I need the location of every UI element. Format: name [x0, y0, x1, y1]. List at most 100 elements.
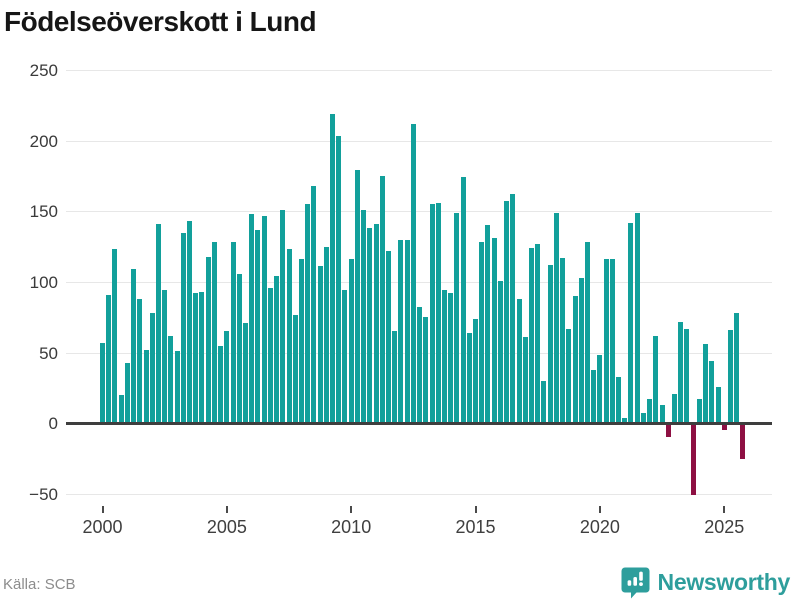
- bar: [560, 257, 566, 424]
- bar: [715, 386, 721, 424]
- bar: [653, 335, 659, 424]
- bar: [441, 290, 447, 424]
- bar: [379, 176, 385, 424]
- bar: [603, 259, 609, 424]
- newsworthy-pin-barchart-icon: [621, 567, 650, 599]
- gridline: [66, 211, 772, 213]
- bar: [317, 266, 323, 424]
- bar: [162, 290, 168, 424]
- y-axis-label: 250: [29, 61, 58, 80]
- x-axis-tick: [598, 506, 601, 513]
- bar: [485, 225, 491, 424]
- bar: [336, 136, 342, 424]
- bar: [155, 224, 161, 424]
- gridline: [66, 70, 772, 71]
- bar: [628, 222, 634, 424]
- bar: [137, 298, 143, 424]
- bar: [354, 170, 360, 424]
- gridline: [66, 282, 772, 283]
- bar: [199, 291, 205, 424]
- bar: [230, 242, 236, 424]
- bar: [267, 287, 273, 424]
- x-axis-tick: [225, 506, 228, 513]
- x-axis-tick: [101, 506, 104, 513]
- bar: [187, 221, 193, 424]
- bar: [342, 290, 348, 424]
- y-axis-label: 100: [29, 273, 58, 292]
- y-axis-label: −50: [29, 485, 58, 504]
- bar: [323, 246, 329, 424]
- bar: [578, 277, 584, 424]
- bar: [292, 314, 298, 424]
- bar: [504, 201, 510, 424]
- x-axis-label: 2015: [455, 517, 496, 537]
- x-axis-label: 2005: [206, 517, 247, 537]
- bar: [106, 294, 112, 424]
- bar: [479, 242, 485, 424]
- bar: [398, 239, 404, 424]
- bar: [678, 321, 684, 424]
- bar: [305, 204, 311, 424]
- bar: [647, 399, 653, 424]
- bar: [572, 296, 578, 424]
- bar: [529, 248, 534, 424]
- bar: [112, 249, 118, 424]
- bar: [696, 399, 702, 424]
- bar: [684, 328, 690, 424]
- x-axis-label: 2010: [331, 517, 372, 537]
- bar: [591, 369, 597, 424]
- bar: [616, 376, 622, 424]
- bar: [429, 204, 435, 424]
- bar: [255, 229, 261, 424]
- bar: [330, 113, 336, 424]
- bar: [373, 224, 379, 424]
- bar: [236, 273, 242, 424]
- bar: [193, 293, 199, 424]
- x-axis-label: 2000: [82, 517, 123, 537]
- x-axis-label: 2020: [579, 517, 620, 537]
- bar: [143, 349, 149, 424]
- gridline: [66, 494, 772, 495]
- y-axis-label: 0: [48, 414, 58, 434]
- brand-logo: Newsworthy: [620, 566, 790, 599]
- x-axis-tick: [350, 506, 353, 513]
- gridline: [66, 140, 772, 142]
- bar: [205, 256, 211, 424]
- bar: [460, 177, 466, 424]
- bar: [466, 332, 472, 424]
- bar: [721, 423, 727, 431]
- y-axis-label: 50: [39, 343, 58, 363]
- bar: [622, 417, 628, 424]
- bar: [168, 335, 174, 424]
- x-axis-label: 2025: [704, 517, 745, 537]
- zero-axis-line: [66, 422, 772, 426]
- bar: [522, 337, 528, 424]
- bar: [448, 293, 454, 424]
- bar: [298, 259, 304, 424]
- bar: [672, 393, 677, 424]
- bar: [609, 259, 615, 424]
- bar: [541, 380, 547, 424]
- bar: [703, 344, 709, 424]
- bar: [734, 313, 740, 424]
- bar: [361, 209, 367, 424]
- bar: [727, 330, 733, 424]
- chart-title: Födelseöverskott i Lund: [4, 6, 317, 37]
- bar: [100, 342, 105, 424]
- bar: [224, 331, 230, 424]
- bar: [497, 280, 503, 424]
- bar: [174, 351, 180, 424]
- bar: [274, 276, 280, 424]
- bar: [124, 362, 130, 424]
- bar: [535, 243, 541, 424]
- bar: [690, 423, 696, 496]
- bar: [386, 250, 391, 424]
- bar: [417, 307, 423, 424]
- bar: [180, 232, 186, 424]
- bar: [634, 212, 640, 424]
- bar: [410, 123, 416, 424]
- bar: [392, 331, 398, 424]
- y-axis-label: 150: [29, 202, 58, 222]
- bar: [348, 259, 354, 424]
